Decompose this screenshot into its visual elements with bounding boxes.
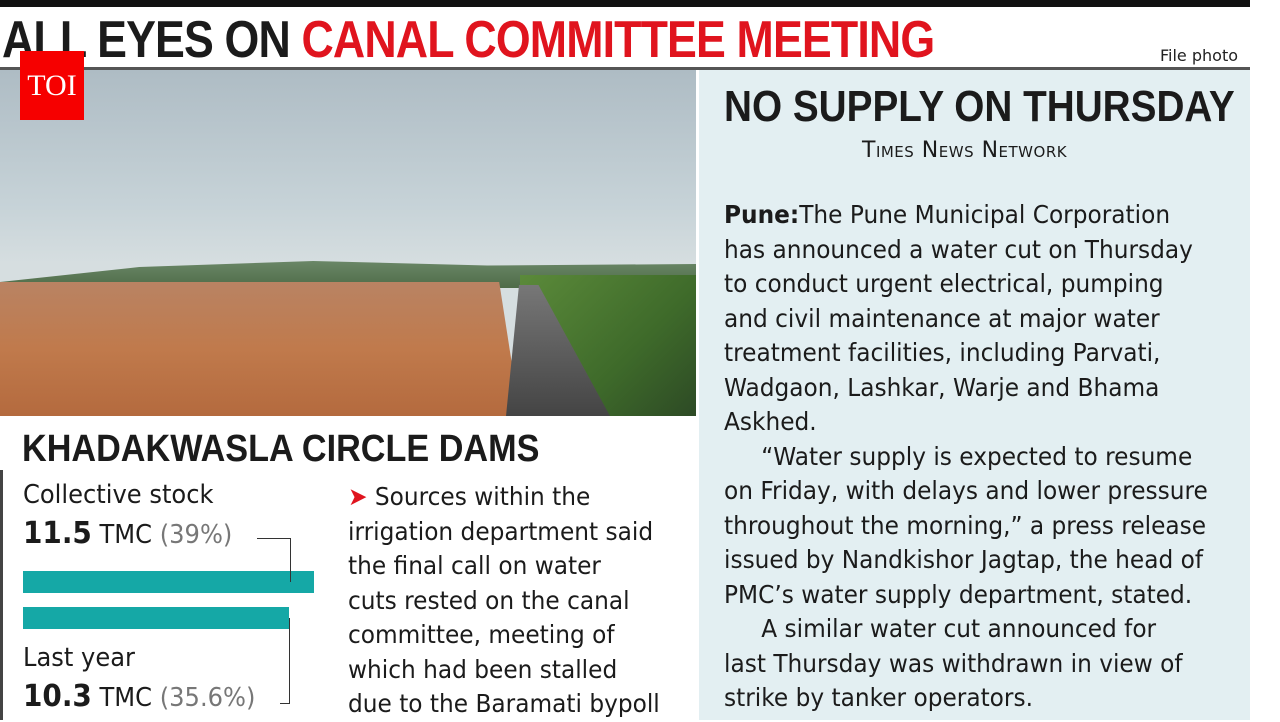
current-value: 11.5 TMC (39%): [23, 516, 233, 551]
left-rule: [0, 470, 3, 720]
connector-current: [257, 538, 291, 582]
headline-rule: [0, 67, 1250, 70]
current-label: Collective stock: [23, 480, 214, 510]
toi-logo: TOI: [20, 51, 84, 120]
headline-red: CANAL COMMITTEE MEETING: [301, 11, 935, 69]
current-stock-bar: [23, 571, 314, 593]
connector-last-year: [280, 618, 290, 704]
story-panel: [699, 70, 1250, 720]
last-year-bar: [23, 607, 289, 629]
sidebar-text: ➤ Sources within the irrigation departme…: [348, 482, 660, 718]
headline: ALL EYES ON CANAL COMMITTEE MEETING: [2, 11, 935, 69]
last-year-value: 10.3 TMC (35.6%): [23, 679, 256, 714]
dams-title: KHADAKWASLA CIRCLE DAMS: [22, 428, 540, 470]
arrow-icon: ➤: [348, 482, 368, 511]
photo-credit: File photo: [1160, 46, 1239, 65]
story-body: Pune:The Pune Municipal Corporation has …: [724, 200, 1208, 712]
dam-photo: [0, 70, 696, 416]
story-title: NO SUPPLY ON THURSDAY: [724, 82, 1235, 131]
byline: Times News Network: [862, 138, 1068, 163]
last-year-label: Last year: [23, 643, 136, 673]
top-rule: [0, 0, 1250, 7]
